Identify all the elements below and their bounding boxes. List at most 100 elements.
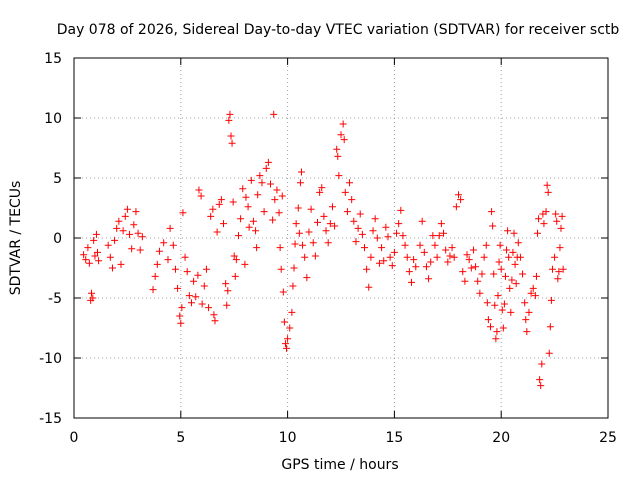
data-point bbox=[151, 272, 159, 280]
data-point bbox=[503, 246, 511, 254]
y-tick-label: 10 bbox=[44, 111, 62, 127]
data-point bbox=[181, 253, 189, 261]
data-point bbox=[104, 241, 112, 249]
data-point bbox=[234, 232, 242, 240]
data-point bbox=[543, 181, 551, 189]
data-point bbox=[296, 179, 304, 187]
data-point bbox=[88, 289, 96, 297]
data-point bbox=[390, 248, 398, 256]
data-point bbox=[314, 218, 322, 226]
data-point bbox=[326, 220, 334, 228]
data-point bbox=[407, 278, 415, 286]
data-point bbox=[551, 253, 559, 261]
data-point bbox=[93, 248, 101, 256]
data-point bbox=[119, 227, 127, 235]
y-axis-label: SDTVAR / TECUs bbox=[8, 181, 24, 296]
data-point bbox=[416, 241, 424, 249]
data-point bbox=[380, 257, 388, 265]
data-point bbox=[294, 204, 302, 212]
data-point bbox=[437, 220, 445, 228]
data-point bbox=[490, 270, 498, 278]
data-point bbox=[292, 220, 300, 228]
data-point bbox=[397, 206, 405, 214]
data-point bbox=[82, 256, 90, 264]
data-point bbox=[91, 252, 99, 260]
data-point bbox=[547, 296, 555, 304]
data-point bbox=[552, 210, 560, 218]
data-point bbox=[346, 179, 354, 187]
data-point bbox=[185, 292, 193, 300]
data-point bbox=[305, 228, 313, 236]
data-point bbox=[352, 238, 360, 246]
data-point bbox=[521, 299, 529, 307]
data-point bbox=[469, 246, 477, 254]
data-point bbox=[516, 253, 524, 261]
x-tick-label: 5 bbox=[176, 430, 185, 446]
data-point bbox=[195, 186, 203, 194]
x-tick-label: 15 bbox=[385, 430, 403, 446]
data-point bbox=[198, 300, 206, 308]
data-point bbox=[230, 252, 238, 260]
data-point bbox=[508, 276, 516, 284]
data-point bbox=[228, 139, 236, 147]
data-point bbox=[239, 185, 247, 193]
data-point bbox=[497, 265, 505, 273]
data-point bbox=[309, 239, 317, 247]
data-point bbox=[209, 205, 217, 213]
data-point bbox=[371, 215, 379, 223]
y-tick-label: 15 bbox=[44, 51, 62, 67]
data-point bbox=[132, 208, 140, 216]
data-point bbox=[431, 241, 439, 249]
data-point bbox=[472, 263, 480, 271]
data-point bbox=[510, 229, 518, 237]
data-point bbox=[117, 260, 125, 268]
data-point bbox=[223, 301, 231, 309]
data-point bbox=[356, 210, 364, 218]
data-point bbox=[237, 215, 245, 223]
data-point bbox=[478, 270, 486, 278]
x-tick-label: 0 bbox=[70, 430, 79, 446]
data-point bbox=[506, 284, 514, 292]
data-point bbox=[333, 145, 341, 153]
data-point bbox=[527, 289, 535, 297]
data-point bbox=[290, 264, 298, 272]
chart-title: Day 078 of 2026, Sidereal Day-to-day VTE… bbox=[57, 22, 620, 38]
data-point bbox=[558, 212, 566, 220]
data-point bbox=[448, 244, 456, 252]
data-point bbox=[504, 227, 512, 235]
data-point bbox=[373, 234, 381, 242]
data-point bbox=[128, 245, 136, 253]
data-point bbox=[89, 294, 97, 302]
data-point bbox=[457, 196, 465, 204]
data-point bbox=[210, 311, 218, 319]
data-point bbox=[401, 241, 409, 249]
data-point bbox=[149, 286, 157, 294]
data-point bbox=[559, 265, 567, 273]
data-point bbox=[220, 220, 228, 228]
data-point bbox=[229, 198, 237, 206]
data-point bbox=[489, 222, 497, 230]
data-point bbox=[276, 244, 284, 252]
data-point bbox=[491, 301, 499, 309]
data-point bbox=[303, 274, 311, 282]
data-point bbox=[194, 271, 202, 279]
data-point bbox=[134, 229, 142, 237]
data-point bbox=[546, 323, 554, 331]
data-point bbox=[480, 253, 488, 261]
data-point bbox=[534, 229, 542, 237]
data-point bbox=[217, 196, 225, 204]
data-point bbox=[514, 239, 522, 247]
data-points bbox=[80, 110, 567, 390]
data-point bbox=[245, 223, 253, 231]
data-point bbox=[280, 318, 288, 326]
data-point bbox=[231, 272, 239, 280]
data-point bbox=[244, 203, 252, 211]
data-point bbox=[540, 220, 548, 228]
data-point bbox=[222, 280, 230, 288]
data-point bbox=[270, 110, 278, 118]
data-point bbox=[512, 280, 520, 288]
data-point bbox=[192, 293, 200, 301]
data-point bbox=[288, 308, 296, 316]
data-point bbox=[153, 260, 161, 268]
